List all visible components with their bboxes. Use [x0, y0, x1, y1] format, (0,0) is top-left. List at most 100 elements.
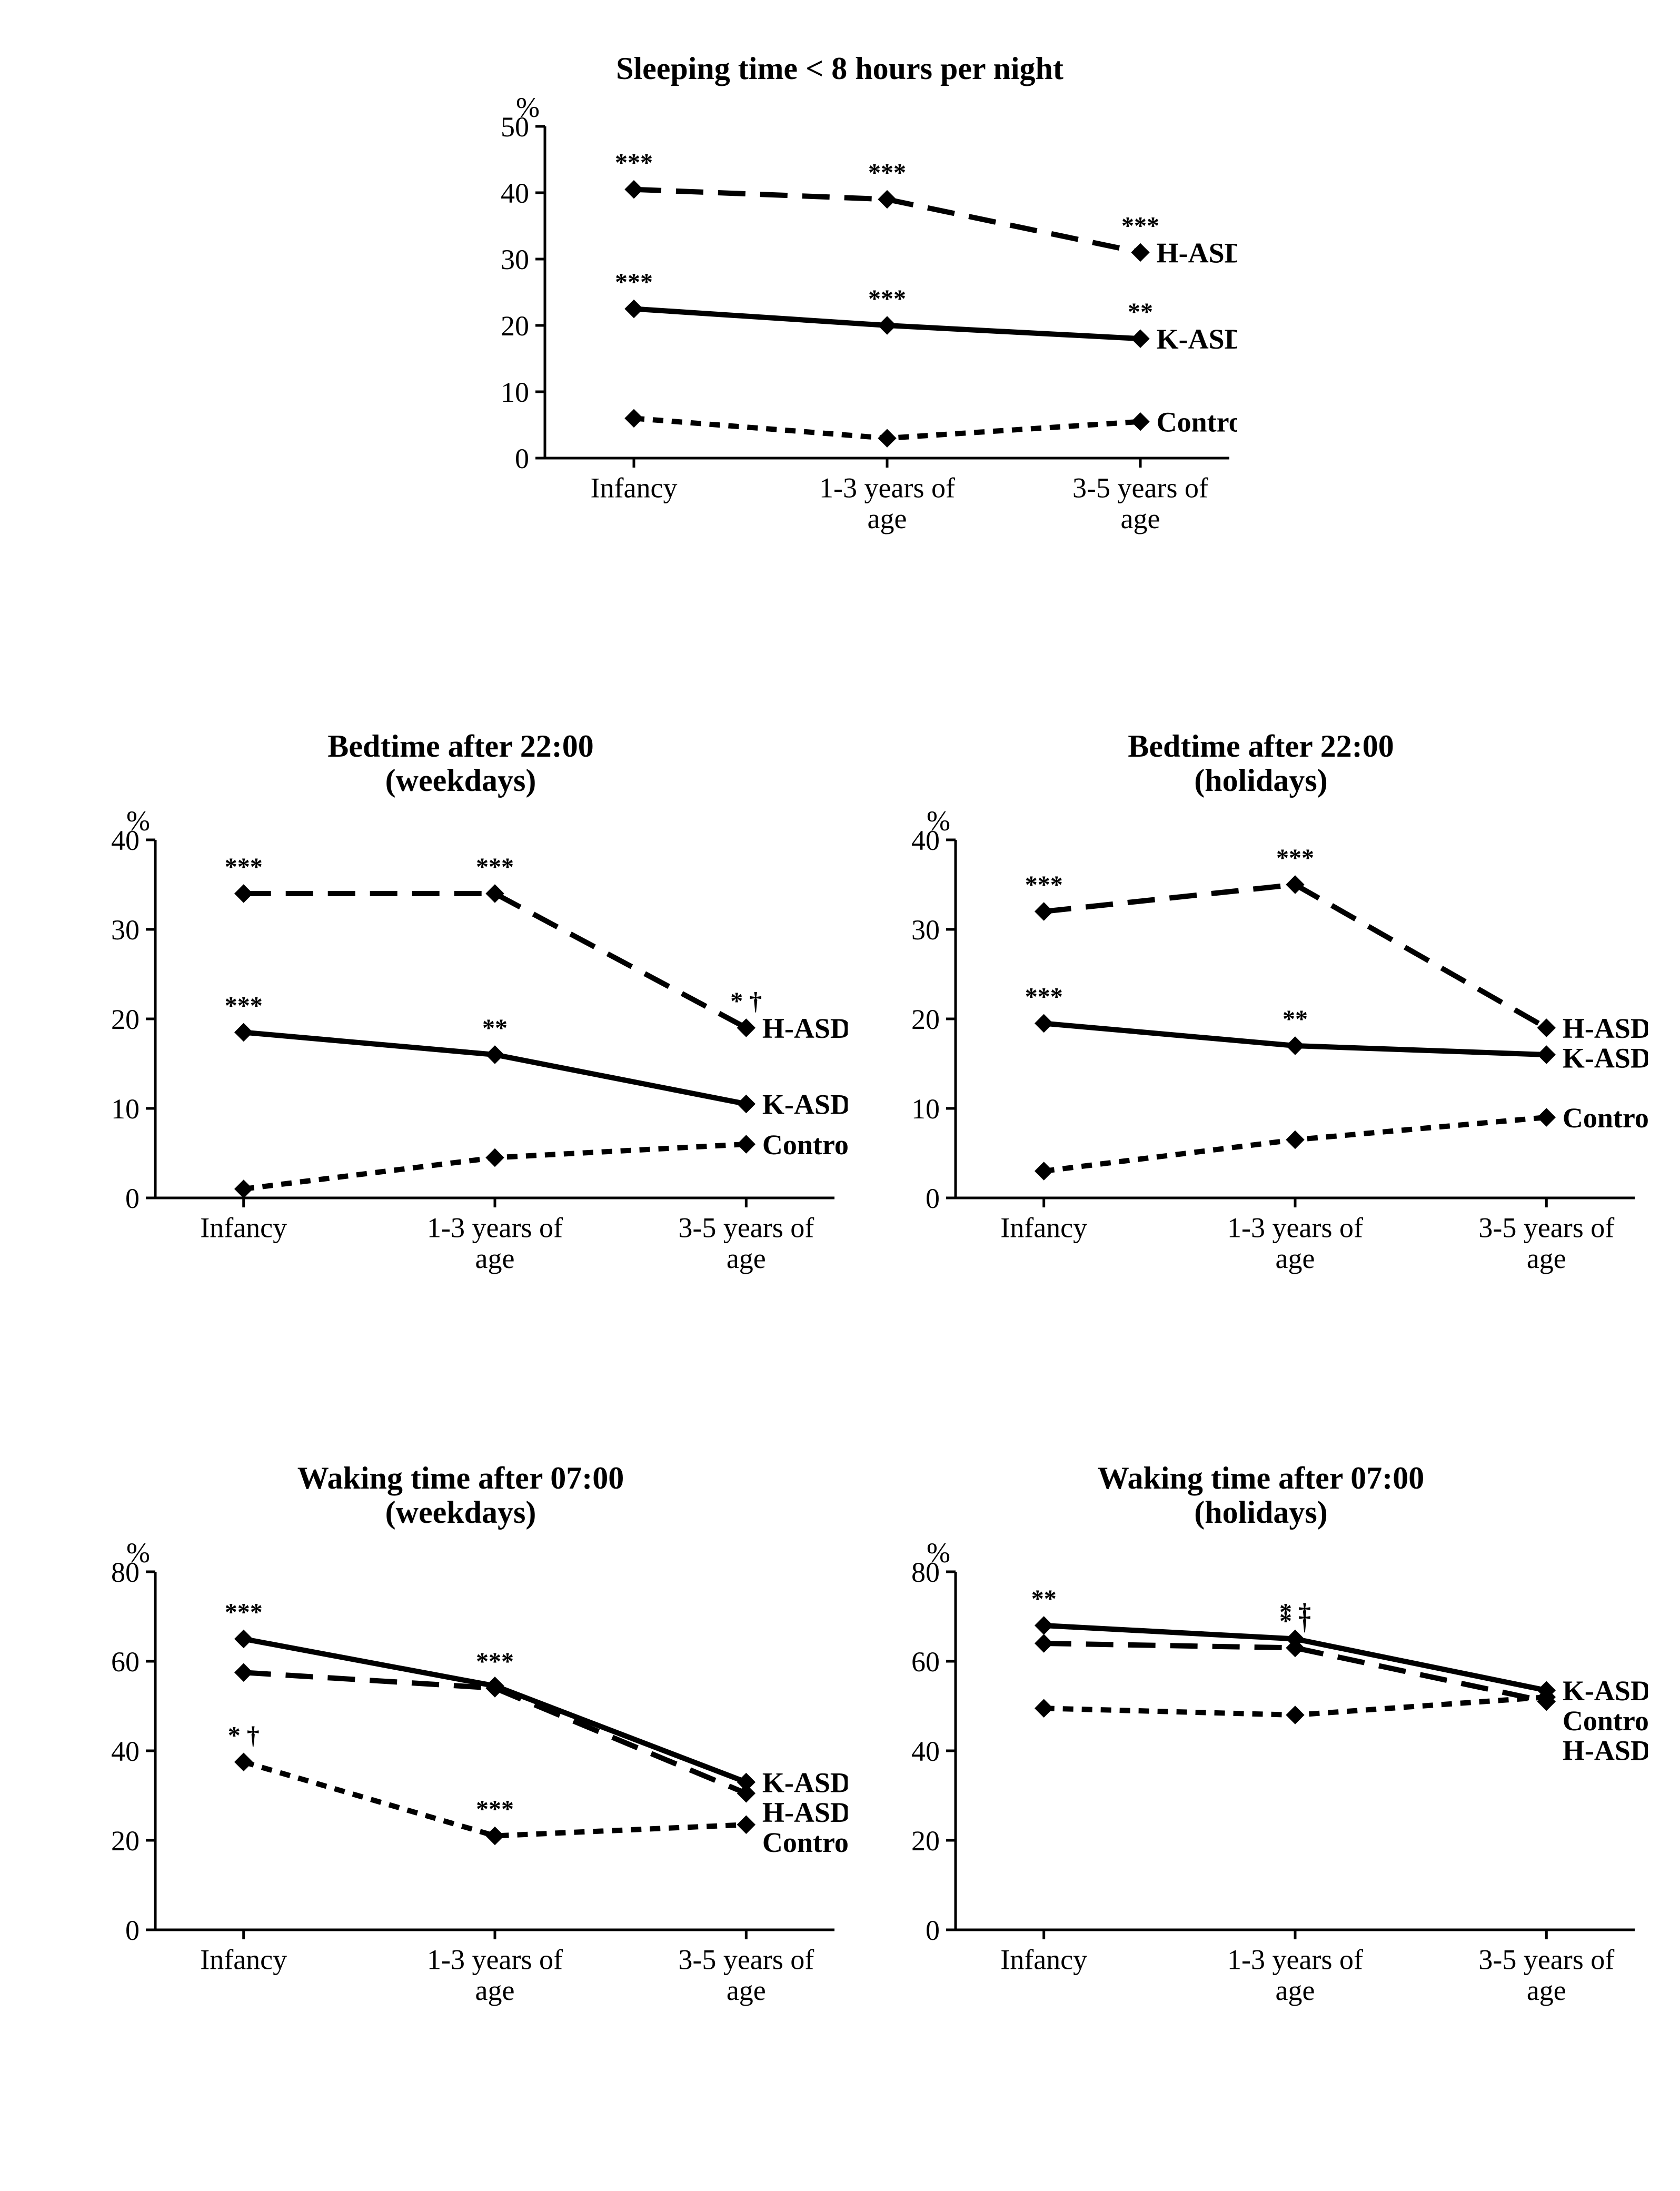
- series-end-label-hasd: H-ASD: [762, 1013, 848, 1044]
- sig-annotation: ***: [225, 1599, 263, 1627]
- data-marker: [1035, 1634, 1053, 1652]
- sig-annotation: ***: [476, 1648, 514, 1676]
- data-marker: [1286, 1131, 1304, 1149]
- x-tick-label: 3-5 years ofage: [1478, 1944, 1614, 2006]
- chart-panel-mid_left: Bedtime after 22:00(weekdays)%010203040I…: [74, 727, 848, 1337]
- data-marker: [878, 429, 896, 447]
- y-tick-label: 20: [911, 1825, 940, 1857]
- data-marker: [1035, 1162, 1053, 1180]
- data-marker: [625, 409, 643, 427]
- x-tick-label: Infancy: [591, 472, 678, 504]
- y-tick-label: 80: [111, 1556, 140, 1588]
- y-tick-label: 10: [111, 1093, 140, 1125]
- data-marker: [737, 1784, 755, 1802]
- sig-annotation: ***: [868, 285, 906, 313]
- series-end-label-control: Control: [762, 1827, 848, 1858]
- data-marker: [235, 1024, 253, 1042]
- y-tick-label: 0: [125, 1915, 140, 1946]
- y-tick-label: 40: [501, 177, 529, 209]
- sig-annotation: * †: [730, 987, 762, 1015]
- series-end-label-hasd: H-ASD: [762, 1797, 848, 1828]
- data-marker: [235, 1180, 253, 1198]
- y-tick-label: 30: [111, 914, 140, 946]
- sig-annotation: ***: [225, 853, 263, 881]
- data-marker: [625, 300, 643, 318]
- x-tick-label: 1-3 years ofage: [427, 1212, 563, 1274]
- series-end-label-control: Control: [1563, 1705, 1648, 1737]
- series-end-label-hasd: H-ASD: [1563, 1013, 1648, 1044]
- data-marker: [235, 1630, 253, 1648]
- x-tick-label: 1-3 years ofage: [427, 1944, 563, 2006]
- sig-annotation: ***: [868, 159, 906, 187]
- sig-annotation: ***: [1025, 871, 1063, 899]
- series-end-label-hasd: H-ASD: [1563, 1735, 1648, 1767]
- sig-annotation: ***: [615, 149, 653, 177]
- y-tick-label: 0: [515, 443, 529, 474]
- y-tick-label: 50: [501, 111, 529, 143]
- data-marker: [1035, 1015, 1053, 1033]
- sig-annotation: ***: [1121, 212, 1159, 240]
- data-marker: [737, 1135, 755, 1153]
- x-tick-label: 3-5 years ofage: [1072, 472, 1208, 534]
- chart-panel-bot_left: Waking time after 07:00(weekdays)%020406…: [74, 1459, 848, 2069]
- data-marker: [1035, 1617, 1053, 1634]
- sig-annotation: ***: [615, 269, 653, 296]
- sig-annotation: * †: [1279, 1608, 1311, 1635]
- chart-title: Sleeping time < 8 hours per night: [616, 51, 1063, 86]
- x-tick-label: 3-5 years ofage: [678, 1212, 814, 1274]
- sig-annotation: ***: [1276, 844, 1314, 872]
- data-marker: [1537, 1019, 1555, 1037]
- data-marker: [486, 1046, 504, 1064]
- data-marker: [235, 1753, 253, 1771]
- figure-page: Sleeping time < 8 hours per night%010203…: [0, 0, 1680, 2191]
- data-marker: [1131, 243, 1149, 261]
- data-marker: [878, 191, 896, 209]
- chart-title: Bedtime after 22:00(weekdays): [327, 729, 593, 798]
- data-marker: [486, 1149, 504, 1167]
- series-end-label-control: Control: [762, 1129, 848, 1161]
- x-tick-label: 1-3 years ofage: [819, 472, 955, 534]
- series-end-label-hasd: H-ASD: [1157, 237, 1237, 269]
- series-end-label-control: Control: [1157, 407, 1237, 438]
- chart-title: Waking time after 07:00(weekdays): [297, 1461, 624, 1530]
- chart-panel-top: Sleeping time < 8 hours per night%010203…: [442, 47, 1237, 606]
- data-marker: [486, 1827, 504, 1845]
- chart-title: Bedtime after 22:00(holidays): [1128, 729, 1394, 798]
- series-end-label-kasd: K-ASD: [762, 1088, 848, 1120]
- x-tick-label: 1-3 years ofage: [1227, 1212, 1363, 1274]
- data-marker: [1131, 413, 1149, 431]
- data-marker: [235, 885, 253, 903]
- chart-svg: Waking time after 07:00(weekdays)%020406…: [74, 1459, 848, 2069]
- y-tick-label: 60: [111, 1646, 140, 1678]
- series-end-label-kasd: K-ASD: [1563, 1675, 1648, 1707]
- x-tick-label: Infancy: [1000, 1212, 1087, 1244]
- data-marker: [1131, 330, 1149, 348]
- sig-annotation: ***: [476, 1796, 514, 1823]
- chart-panel-mid_right: Bedtime after 22:00(holidays)%010203040I…: [874, 727, 1648, 1337]
- y-tick-label: 30: [911, 914, 940, 946]
- x-tick-label: 3-5 years ofage: [1478, 1212, 1614, 1274]
- sig-annotation: **: [482, 1014, 508, 1042]
- x-tick-label: Infancy: [1000, 1944, 1087, 1976]
- chart-svg: Bedtime after 22:00(weekdays)%010203040I…: [74, 727, 848, 1337]
- y-tick-label: 20: [111, 1825, 140, 1857]
- data-marker: [1035, 903, 1053, 920]
- data-marker: [737, 1095, 755, 1113]
- y-tick-label: 40: [111, 825, 140, 856]
- y-tick-label: 20: [111, 1004, 140, 1035]
- series-line-kasd: [244, 1033, 747, 1104]
- sig-annotation: ***: [476, 853, 514, 881]
- series-line-hasd: [244, 894, 747, 1028]
- data-marker: [1286, 1706, 1304, 1724]
- sig-annotation: **: [1128, 298, 1153, 326]
- data-marker: [737, 1816, 755, 1833]
- data-marker: [878, 316, 896, 334]
- y-tick-label: 40: [911, 825, 940, 856]
- y-tick-label: 10: [911, 1093, 940, 1125]
- y-tick-label: 40: [111, 1736, 140, 1767]
- sig-annotation: ***: [225, 992, 263, 1020]
- series-end-label-kasd: K-ASD: [1563, 1043, 1648, 1074]
- data-marker: [625, 181, 643, 199]
- x-tick-label: Infancy: [200, 1944, 287, 1976]
- data-marker: [1286, 1037, 1304, 1055]
